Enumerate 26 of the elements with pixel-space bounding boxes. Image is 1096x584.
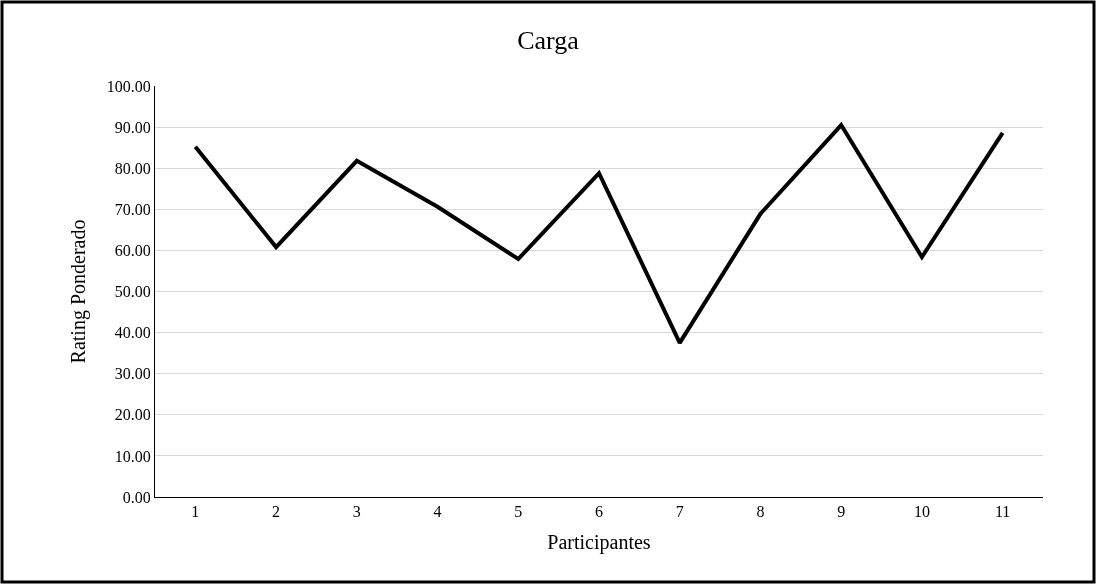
x-tick-label: 6	[595, 503, 603, 521]
y-tick-label: 30.00	[114, 365, 151, 383]
x-tick-label: 8	[756, 503, 765, 521]
chart-title: Carga	[517, 26, 580, 56]
x-tick-label: 4	[433, 503, 442, 521]
y-tick-label: 60.00	[114, 242, 151, 259]
y-tick-label: 10.00	[114, 447, 151, 465]
x-tick-label: 11	[994, 503, 1011, 521]
x-tick-label: 9	[837, 503, 846, 521]
x-axis-title: Participantes	[547, 530, 651, 554]
x-tick-label: 2	[272, 503, 281, 521]
y-tick-label: 20.00	[114, 406, 151, 424]
y-tick-label: 90.00	[114, 118, 151, 136]
x-tick-label: 3	[352, 503, 361, 521]
y-tick-label: 50.00	[114, 283, 151, 301]
y-tick-label: 100.00	[106, 77, 151, 95]
line-series	[193, 123, 1005, 345]
y-tick-label: 40.00	[114, 324, 151, 342]
y-tick-label: 70.00	[114, 200, 151, 218]
x-tick-label: 7	[675, 503, 684, 521]
y-tick-label: 0.00	[122, 488, 151, 506]
x-tick-label: 1	[191, 503, 200, 521]
y-axis-title: Rating Ponderado	[67, 219, 91, 364]
y-tick-label: 80.00	[114, 159, 151, 177]
x-tick-label: 5	[514, 503, 523, 521]
x-tick-label: 10	[913, 503, 930, 521]
